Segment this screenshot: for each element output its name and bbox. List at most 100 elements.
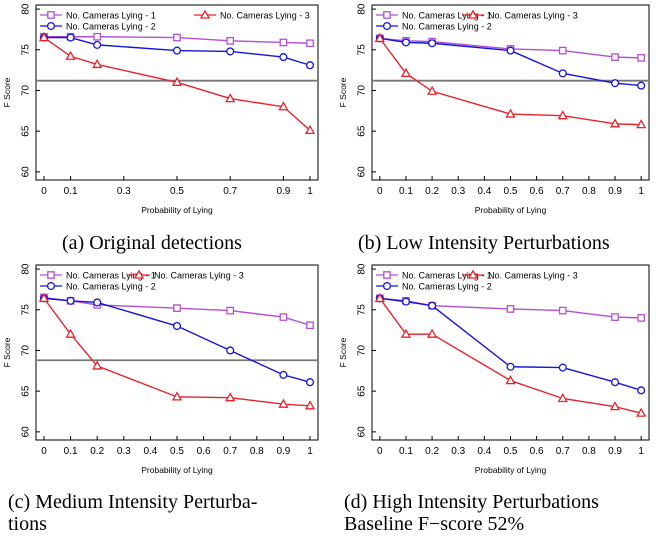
panel-c-xlabel: Probability of Lying bbox=[141, 465, 213, 475]
panel-a-legend-marker bbox=[199, 9, 211, 19]
panel-b-xtick-label: 0.9 bbox=[608, 186, 622, 197]
panel-b-legend-entry-1: No. Cameras Lying - 1 bbox=[376, 11, 492, 21]
panel-b-xtick-label: 0.2 bbox=[425, 186, 439, 197]
panel-c-xtick-label: 0.5 bbox=[170, 446, 184, 457]
panel-a-legend-marker bbox=[47, 11, 55, 19]
panel-b-xtick-label: 0.4 bbox=[477, 186, 491, 197]
panel-b-xtick-label: 0.1 bbox=[399, 186, 413, 197]
panel-d-legend-marker bbox=[382, 281, 392, 291]
panel-a-xtick-label: 0.7 bbox=[223, 186, 237, 197]
panel-d-xtick-label: 0.1 bbox=[399, 446, 413, 457]
panel-b-ylabel: F Score bbox=[338, 77, 348, 107]
panel-d-series-1-point bbox=[558, 306, 567, 315]
panel-d-legend-entry-1: No. Cameras Lying - 1 bbox=[376, 271, 492, 281]
panel-b-xtick-label: 0.8 bbox=[582, 186, 596, 197]
chart-panel-c: 60 65 70 75 80 0 0.1 0.2 0.3 0.4 0.5 0.6 0.7 0.8 0.9 1 P… bbox=[2, 263, 319, 475]
panel-c-xtick-label: 0.2 bbox=[90, 446, 104, 457]
panel-a-ytick-label: 80 bbox=[21, 3, 32, 15]
panel-b-xtick-label: 0.3 bbox=[451, 186, 465, 197]
panel-b-ytick-label: 75 bbox=[357, 44, 368, 56]
caption-c-line1: (c) Medium Intensity Perturba- bbox=[8, 491, 258, 513]
panel-d-series-3-point bbox=[374, 292, 385, 303]
panel-a-series-1-point bbox=[279, 38, 288, 47]
panel-c-legend-label: No. Cameras Lying - 1 bbox=[66, 271, 156, 281]
panel-d-series-2 bbox=[375, 294, 646, 395]
panel-d-xtick-label: 0.2 bbox=[425, 446, 439, 457]
panel-c-ytick-label: 80 bbox=[21, 263, 32, 275]
caption-a: (a) Original detections bbox=[62, 232, 242, 254]
panel-d-series-3-point bbox=[505, 375, 516, 385]
panel-b-series-3-point bbox=[426, 85, 438, 95]
panel-b-series-2-point bbox=[506, 46, 515, 55]
panel-b-series-3-point bbox=[557, 110, 568, 120]
panel-c-ytick-label: 70 bbox=[21, 344, 32, 356]
chart-panel-b: 60 65 70 75 80 0 0.1 0.2 0.3 0.4 0.5 0.6 0.7 0.8 0.9 1 P… bbox=[338, 3, 650, 215]
panel-c-ytick-label: 60 bbox=[21, 426, 32, 438]
panel-a-ytick-label: 75 bbox=[21, 44, 32, 56]
panel-d-series-3-point bbox=[426, 328, 438, 338]
panel-a-xtick-label: 0.9 bbox=[276, 186, 290, 197]
panel-b-xlabel: Probability of Lying bbox=[475, 205, 547, 215]
panel-b-xtick-label: 0.7 bbox=[556, 186, 570, 197]
panel-c-series-2-point bbox=[305, 378, 315, 387]
panel-b-xtick-label: 0.5 bbox=[504, 186, 518, 197]
panel-c-series-3-point bbox=[225, 392, 236, 402]
panel-c-xtick-label: 0 bbox=[41, 446, 47, 457]
panel-d-legend-label: No. Cameras Lying - 1 bbox=[402, 271, 492, 281]
panel-d-series-1-point bbox=[637, 314, 646, 322]
panel-a-series-3-point bbox=[38, 32, 50, 42]
caption-b: (b) Low Intensity Perturbations bbox=[358, 232, 610, 254]
panel-c-legend-entry-3: No. Cameras Lying - 3 bbox=[128, 269, 244, 281]
panel-b-series-2 bbox=[375, 34, 646, 90]
panel-a-series-2-point bbox=[172, 46, 182, 55]
panel-d-xtick-label: 0.7 bbox=[556, 446, 570, 457]
panel-b-ytick-label: 60 bbox=[357, 166, 368, 178]
panel-d-series-2-point bbox=[558, 363, 567, 372]
panel-d-series-2-point bbox=[506, 362, 515, 371]
chart-panel-a: 60 65 70 75 80 0 0.1 0.3 0.5 0.7 0.9 1 Probability o… bbox=[2, 3, 319, 215]
panel-c-legend-marker bbox=[133, 269, 145, 279]
panel-a-ylabel: F Score bbox=[2, 77, 12, 107]
panel-c-series-3-point bbox=[304, 400, 316, 410]
panel-b-series-3-point bbox=[636, 119, 647, 129]
panel-a-series-1-point bbox=[173, 33, 181, 42]
panel-a-legend-entry-1: No. Cameras Lying - 1 bbox=[40, 11, 156, 21]
panel-d-xtick-label: 0.8 bbox=[582, 446, 596, 457]
panel-b-xtick-label: 1 bbox=[638, 186, 644, 197]
panel-d-legend-entry-3: No. Cameras Lying - 3 bbox=[462, 269, 578, 281]
caption-d-line2: Baseline F−score 52% bbox=[344, 513, 525, 535]
panel-d-xtick-label: 0.6 bbox=[530, 446, 544, 457]
panel-c-ytick-label: 75 bbox=[21, 304, 32, 316]
panel-b-legend-label: No. Cameras Lying - 1 bbox=[402, 11, 492, 21]
panel-a-legend-label: No. Cameras Lying - 1 bbox=[66, 11, 156, 21]
panel-c-series-2-point bbox=[279, 370, 288, 379]
panel-b-legend-marker bbox=[383, 11, 391, 19]
panel-c-ylabel: F Score bbox=[2, 337, 12, 367]
panel-c-xtick-label: 0.9 bbox=[276, 446, 290, 457]
panel-d-series-1 bbox=[375, 294, 646, 322]
panel-b-ytick-label: 65 bbox=[357, 125, 368, 137]
panel-c-series-3-point bbox=[278, 398, 289, 408]
panel-d-series-3-point bbox=[636, 407, 647, 417]
panel-b-series-2-point bbox=[428, 39, 437, 48]
panel-c-series-1-point bbox=[279, 313, 288, 321]
panel-a-series-2-point bbox=[66, 33, 75, 42]
panel-b-series-3-point bbox=[374, 32, 385, 43]
panel-d-xtick-label: 0.9 bbox=[608, 446, 622, 457]
panel-a-series-1-point bbox=[93, 32, 102, 41]
panel-c-series-3-line bbox=[43, 297, 311, 407]
panel-a-series-2-point bbox=[279, 53, 288, 62]
chart-panel-d: 60 65 70 75 80 0 0.1 0.2 0.3 0.4 0.5 0.6 0.7 0.8 0.9 1 P… bbox=[338, 263, 650, 475]
panel-d-xtick-label: 1 bbox=[638, 446, 644, 457]
panel-d-legend-label: No. Cameras Lying - 2 bbox=[402, 282, 492, 292]
panel-a-xtick-label: 0 bbox=[41, 186, 47, 197]
panel-b-legend-entry-3: No. Cameras Lying - 3 bbox=[462, 9, 578, 21]
panel-c-series-3-point bbox=[92, 360, 103, 370]
panel-c-series-3-point bbox=[38, 292, 50, 303]
panel-d-ytick-label: 75 bbox=[357, 304, 368, 316]
panel-d-xtick-label: 0.5 bbox=[504, 446, 518, 457]
caption-d-line1: (d) High Intensity Perturbations bbox=[344, 491, 599, 513]
panel-b-series-1-point bbox=[558, 46, 567, 55]
panel-a-ytick-label: 65 bbox=[21, 125, 32, 137]
